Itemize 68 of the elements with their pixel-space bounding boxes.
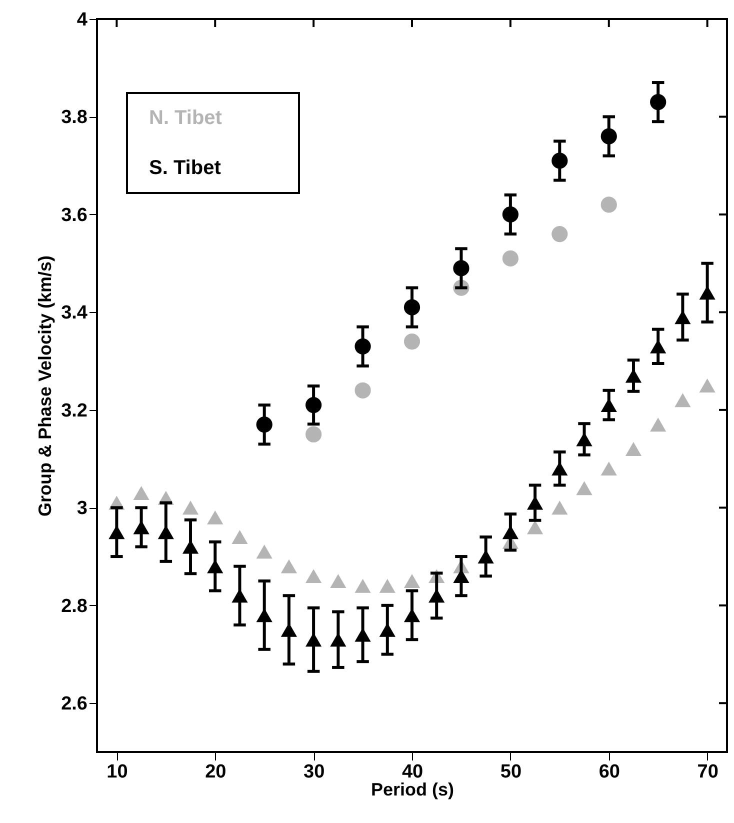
point — [600, 196, 617, 213]
y-tick-label: 2.8 — [61, 596, 88, 617]
point — [699, 286, 716, 300]
point — [600, 128, 617, 144]
y-tick-label: 4 — [76, 10, 88, 30]
point — [280, 559, 298, 574]
point — [502, 206, 518, 223]
point — [674, 310, 691, 324]
point — [330, 632, 346, 647]
x-tick-label: 60 — [598, 762, 620, 782]
y-tick-label: 3.8 — [61, 107, 88, 128]
point — [502, 250, 518, 266]
x-tick-label: 20 — [205, 762, 226, 782]
point — [354, 578, 371, 593]
point — [453, 260, 470, 276]
y-tick-label: 3.4 — [61, 302, 88, 324]
point — [256, 608, 272, 622]
point — [354, 382, 371, 398]
point — [158, 525, 174, 540]
point — [207, 510, 224, 524]
y-axis-title: Group & Phase Velocity (km/s) — [35, 255, 56, 517]
text: S. Tibet — [149, 157, 222, 179]
point — [232, 588, 248, 603]
point — [576, 481, 592, 496]
point — [354, 338, 371, 354]
text: N. Tibet — [149, 107, 222, 129]
point — [650, 418, 666, 432]
y-tick-label: 3 — [76, 498, 88, 520]
point — [625, 442, 642, 456]
point — [404, 299, 420, 316]
x-tick-label: 30 — [303, 762, 325, 782]
point — [306, 397, 322, 414]
point — [552, 152, 568, 169]
point — [256, 416, 272, 433]
point — [699, 378, 716, 392]
point — [526, 496, 544, 510]
point — [526, 520, 544, 534]
point — [133, 486, 150, 500]
point — [306, 632, 322, 647]
point — [674, 393, 691, 408]
point — [232, 530, 248, 544]
point — [182, 500, 199, 515]
point — [600, 462, 617, 476]
point — [306, 569, 322, 584]
point — [404, 333, 420, 350]
x-tick-label: 40 — [402, 762, 424, 782]
y-tick-label: 3.6 — [61, 204, 88, 226]
point — [650, 94, 666, 110]
point — [502, 525, 518, 540]
point — [453, 569, 470, 584]
x-tick-label: 10 — [106, 762, 128, 782]
x-tick-label: 70 — [697, 762, 718, 782]
point — [404, 574, 420, 588]
point — [256, 544, 272, 559]
point — [478, 550, 494, 564]
point — [600, 398, 617, 412]
point — [379, 578, 396, 593]
y-tick-label: 2.6 — [61, 694, 88, 715]
point — [108, 525, 125, 540]
y-tick-label: 3.2 — [61, 400, 88, 422]
point — [552, 226, 568, 242]
x-axis-title: Period (s) — [370, 780, 454, 800]
point — [306, 426, 322, 442]
point — [552, 500, 568, 515]
point — [552, 462, 568, 476]
point — [428, 588, 445, 603]
x-tick-label: 50 — [500, 762, 522, 782]
point — [330, 574, 346, 588]
